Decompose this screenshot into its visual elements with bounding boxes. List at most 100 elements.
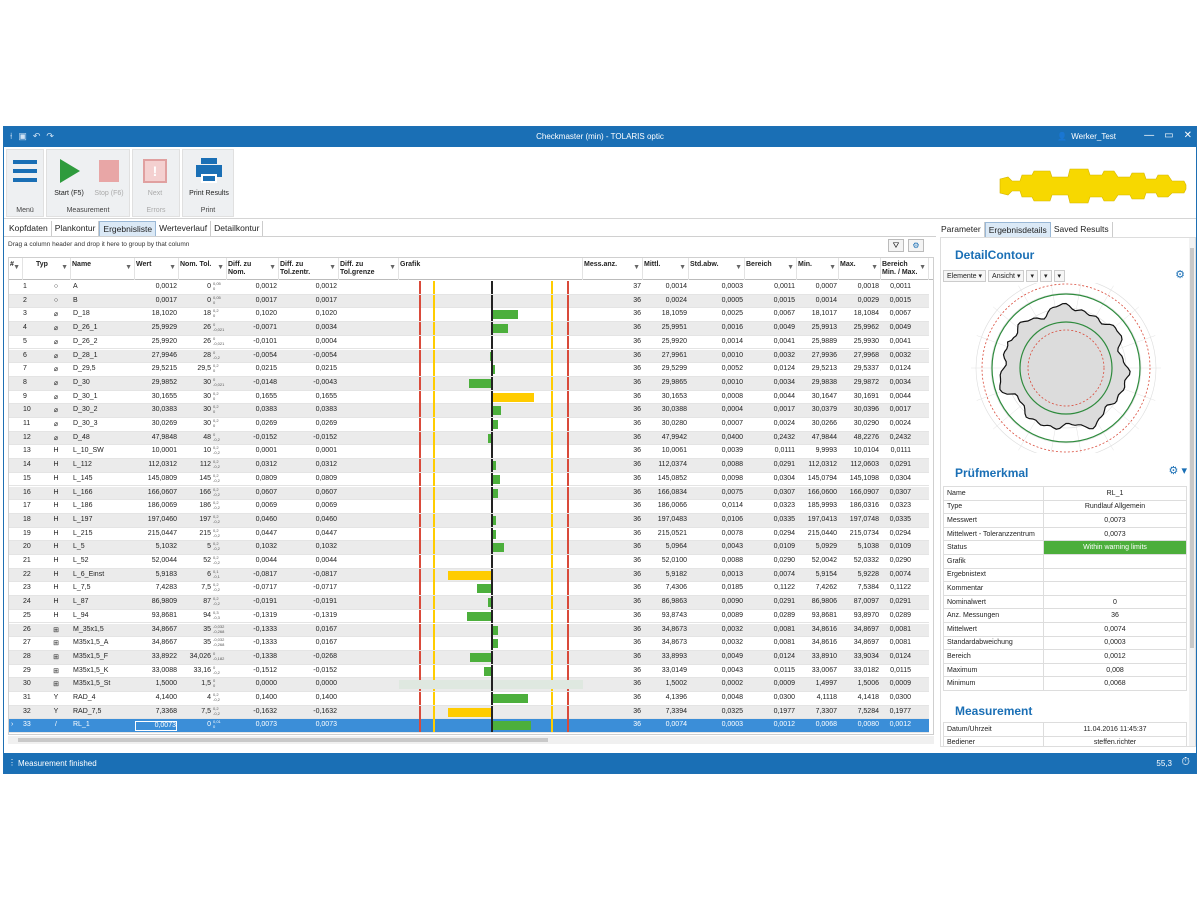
tab-werteverlauf[interactable]: Werteverlauf — [156, 221, 212, 236]
save-icon[interactable]: ▣ — [18, 131, 27, 141]
table-row[interactable]: 31 Y RAD_4 4,1400 4 0,2 -0,2 0,1400 0,1400 36 4,13… — [9, 692, 929, 706]
col-header-bereich[interactable]: Bereich ▼ — [745, 258, 797, 280]
table-row[interactable]: 18 H L_197 197,0460 197 0,2 -0,2 0,0460 0,0460 36… — [9, 513, 929, 528]
tab-plankontur[interactable]: Plankontur — [52, 221, 100, 236]
right-tab-ergebnisdetails[interactable]: Ergebnisdetails — [984, 222, 1051, 237]
table-row[interactable]: 30 ⊞ M35x1,5_St 1,5000 1,5 0 0 0,0000 0,0000 36 1,… — [9, 678, 929, 692]
table-row[interactable]: 32 Y RAD_7,5 7,3368 7,5 0,2 -0,2 -0,1632 -0,1632… — [9, 705, 929, 720]
tab-kopfdaten[interactable]: Kopfdaten — [6, 221, 52, 236]
table-row[interactable]: 13 H L_10_SW 10,0001 10 0,2 -0,2 0,0001 0,0001 36… — [9, 445, 929, 460]
elemente-dropdown[interactable]: Elemente ▾ — [943, 270, 987, 282]
table-row[interactable]: 4 ⌀ D_26_1 25,9929 26 0 -0,021 -0,0071 0,0034 36 2… — [9, 322, 929, 336]
filter-icon[interactable]: ▼ — [829, 264, 836, 271]
table-row[interactable]: 14 H L_112 112,0312 112 0,2 -0,2 0,0312 0,0312 36… — [9, 459, 929, 473]
col-header-idx[interactable]: # ▼ — [9, 258, 23, 280]
right-scrollbar[interactable] — [1189, 238, 1195, 746]
dropdown-5[interactable]: ▾ — [1053, 270, 1066, 282]
col-header-diffnom[interactable]: Diff. zu Nom. ▼ — [227, 258, 279, 280]
col-header-mess[interactable]: Mess.anz. ▼ — [583, 258, 643, 280]
filter-icon[interactable]: ▼ — [217, 264, 224, 271]
table-row[interactable]: 20 H L_5 5,1032 5 0,2 -0,2 0,1032 0,1032 36 5,0964… — [9, 541, 929, 555]
table-row[interactable]: 19 H L_215 215,0447 215 0,2 -0,2 0,0447 0,0447 36… — [9, 527, 929, 542]
table-row[interactable]: 2 ○ B 0,0017 0 0,05 0 0,0017 0,0017 36 0,0024 0,000… — [9, 294, 929, 309]
filter-icon[interactable]: ▼ — [633, 264, 640, 271]
tab-ergebnisliste[interactable]: Ergebnisliste — [99, 221, 157, 236]
table-row[interactable]: 29 ⊞ M35x1,5_K 33,0088 33,16 0 -0,2 -0,1512 -0,0… — [9, 664, 929, 679]
detail-gear-icon[interactable]: ⚙ — [1175, 269, 1185, 281]
mean-value: 30,0280 — [661, 420, 687, 427]
right-tab-parameter[interactable]: Parameter — [938, 222, 985, 237]
next-error-button[interactable]: ! Next — [135, 154, 175, 202]
print-results-button[interactable]: Print Results — [185, 154, 233, 202]
filter-icon[interactable]: ▼ — [61, 264, 68, 271]
table-row[interactable]: 26 ⊞ M_35x1,5 34,8667 35 -0,032 -0,268 -0,1333 0… — [9, 623, 929, 638]
col-header-std[interactable]: Std.abw. ▼ — [689, 258, 745, 280]
horizontal-scrollbar[interactable] — [8, 736, 934, 744]
table-row[interactable]: 12 ⌀ D_48 47,9848 48 0 -0,2 -0,0152 -0,0152 36 47,… — [9, 431, 929, 446]
table-row[interactable]: 22 H L_6_Einst 5,9183 6 0,1 -0,1 -0,0817 -0,0817… — [9, 568, 929, 583]
col-header-mittl[interactable]: Mittl. ▼ — [643, 258, 689, 280]
menu-button[interactable] — [7, 154, 43, 202]
filter-icon[interactable]: ▼ — [919, 264, 926, 271]
filter-icon[interactable]: ▼ — [269, 264, 276, 271]
pm-gear-icon[interactable]: ⚙ ▾ — [1168, 465, 1187, 477]
table-row[interactable]: 10 ⌀ D_30_2 30,0383 30 0,2 0 0,0383 0,0383 36 30,0… — [9, 404, 929, 418]
col-header-typ[interactable]: Typ ▼ — [35, 258, 71, 280]
table-row[interactable]: 6 ⌀ D_28_1 27,9946 28 0 -0,2 -0,0054 -0,0054 36 27… — [9, 349, 929, 364]
filter-icon[interactable]: ▼ — [329, 264, 336, 271]
table-row[interactable]: 5 ⌀ D_26_2 25,9920 26 0 -0,021 -0,0101 0,0004 36 2… — [9, 335, 929, 350]
table-row[interactable]: 21 H L_52 52,0044 52 0,2 -0,2 0,0044 0,0044 36 52,… — [9, 555, 929, 569]
min-value: 1,4997 — [815, 680, 837, 688]
table-row[interactable]: 11 ⌀ D_30_3 30,0269 30 0,2 0 0,0269 0,0269 36 30,0… — [9, 418, 929, 432]
dropdown-3[interactable]: ▾ — [1026, 270, 1038, 282]
table-row[interactable]: › 33 / RL_1 0,0073 0 0,01 0 0,0073 0,0073 36 0,0074… — [9, 719, 929, 734]
mean-value: 5,9182 — [665, 570, 687, 578]
col-header-difftol[interactable]: Diff. zu Tol.zentr. ▼ — [279, 258, 339, 280]
filter-icon[interactable]: ▼ — [13, 264, 20, 271]
table-row[interactable]: 7 ⌀ D_29,5 29,5215 29,5 0,2 0 0,0215 0,0215 36 29,… — [9, 363, 929, 377]
table-row[interactable]: 23 H L_7,5 7,4283 7,5 0,2 -0,2 -0,0717 -0,0717 36… — [9, 582, 929, 597]
start-button[interactable]: Start (F5) — [49, 154, 89, 202]
redo-icon[interactable]: ↷ — [46, 131, 54, 141]
table-row[interactable]: 16 H L_166 166,0607 166 0,2 -0,2 0,0607 0,0607 36… — [9, 486, 929, 501]
stop-button[interactable]: Stop (F6) — [89, 154, 129, 202]
filter-icon[interactable]: ▼ — [735, 264, 742, 271]
filter-icon[interactable]: ▼ — [169, 264, 176, 271]
table-row[interactable]: 9 ⌀ D_30_1 30,1655 30 0,2 0 0,1655 0,1655 36 30,16… — [9, 390, 929, 405]
col-header-max[interactable]: Max. ▼ — [839, 258, 881, 280]
table-row[interactable]: 3 ⌀ D_18 18,1020 18 0,2 0 0,1020 0,1020 36 18,1059… — [9, 308, 929, 323]
close-icon[interactable]: ✕ — [1183, 130, 1192, 141]
right-tab-saved-results[interactable]: Saved Results — [1051, 222, 1113, 237]
col-header-grafik[interactable]: Grafik — [399, 258, 583, 280]
table-row[interactable]: 27 ⊞ M35x1,5_A 34,8667 35 -0,032 -0,268 -0,1333… — [9, 637, 929, 651]
filter-icon[interactable]: ▼ — [125, 264, 132, 271]
col-header-name[interactable]: Name ▼ — [71, 258, 135, 280]
filter-icon[interactable]: ▼ — [679, 264, 686, 271]
table-row[interactable]: 1 ○ A 0,0012 0 0,05 0 0,0012 0,0012 37 0,0014 0,000… — [9, 281, 929, 295]
filter-icon[interactable]: ▼ — [389, 264, 396, 271]
status-menu-icon[interactable]: ⋮ — [8, 758, 16, 767]
maximize-icon[interactable]: ▭ — [1164, 130, 1174, 141]
tab-detailkontur[interactable]: Detailkontur — [211, 221, 264, 236]
table-row[interactable]: 8 ⌀ D_30 29,9852 30 0 -0,021 -0,0148 -0,0043 36 29… — [9, 376, 929, 391]
col-header-diffgrenze[interactable]: Diff. zu Tol.grenze ▼ — [339, 258, 399, 280]
measured-value: 7,4283 — [155, 584, 177, 592]
col-header-min[interactable]: Min. ▼ — [797, 258, 839, 280]
table-row[interactable]: 15 H L_145 145,0809 145 0,2 -0,2 0,0809 0,0809 36… — [9, 472, 929, 487]
table-row[interactable]: 25 H L_94 93,8681 94 0,3 -0,3 -0,1319 -0,1319 36 9… — [9, 609, 929, 624]
filter-icon[interactable]: ⛛ — [888, 239, 904, 252]
col-header-wert[interactable]: Wert ▼ — [135, 258, 179, 280]
table-row[interactable]: 24 H L_87 86,9809 87 0,2 -0,2 -0,0191 -0,0191 36 8… — [9, 596, 929, 610]
user-menu[interactable]: 👤 Werker_Test — [1057, 132, 1116, 141]
col-header-bmm[interactable]: Bereich Min. / Max. ▼ — [881, 258, 929, 280]
table-row[interactable]: 28 ⊞ M35x1,5_F 33,8922 34,026 0 -0,182 -0,1338 -… — [9, 650, 929, 665]
ansicht-dropdown[interactable]: Ansicht ▾ — [988, 270, 1025, 282]
table-row[interactable]: 17 H L_186 186,0069 186 0,2 -0,2 0,0069 0,0069 36… — [9, 500, 929, 514]
filter-icon[interactable]: ▼ — [787, 264, 794, 271]
minimize-icon[interactable]: — — [1144, 130, 1155, 141]
col-header-nomtol[interactable]: Nom. Tol. ▼ — [179, 258, 227, 280]
dropdown-4[interactable]: ▾ — [1040, 270, 1052, 282]
gear-icon[interactable]: ⚙ — [908, 239, 924, 252]
filter-icon[interactable]: ▼ — [871, 264, 878, 271]
undo-icon[interactable]: ↶ — [32, 131, 41, 141]
